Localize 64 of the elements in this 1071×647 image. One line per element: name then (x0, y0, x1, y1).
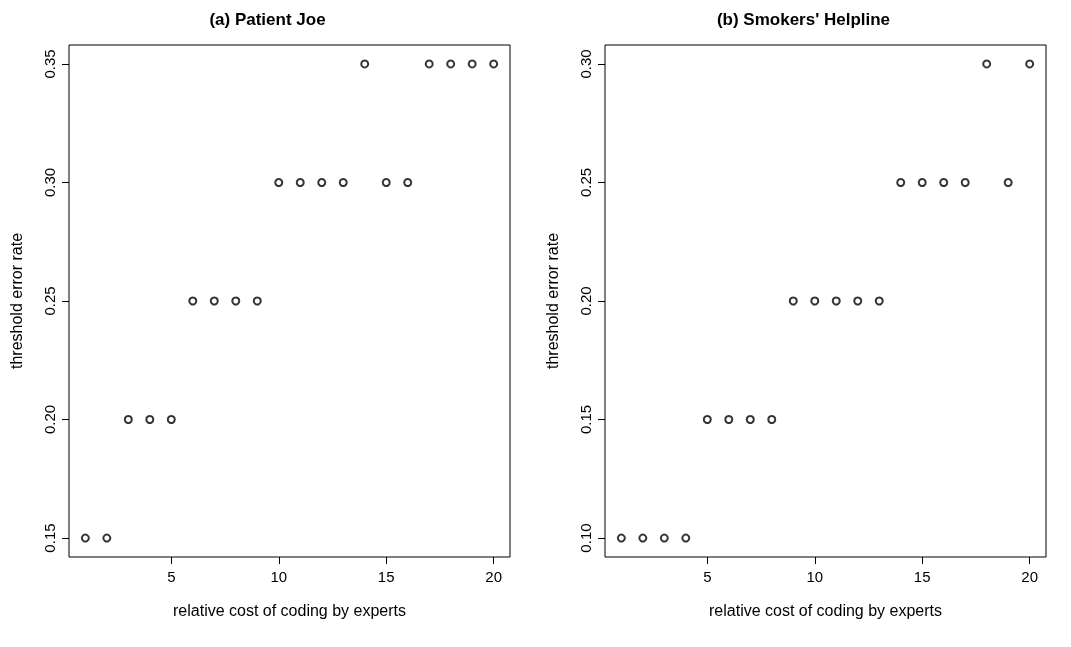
point (960, 177, 970, 187)
point (252, 296, 262, 306)
y-tick-label: 0.20 (577, 286, 594, 316)
y-tick-label: 0.20 (41, 404, 58, 435)
point (381, 177, 391, 187)
y-tick-label: 0.25 (577, 167, 594, 198)
x-tick-label: 20 (1021, 568, 1039, 585)
point (489, 59, 499, 69)
point (810, 296, 820, 306)
y-tick-label: 0.15 (577, 404, 594, 435)
point (145, 415, 155, 425)
point (467, 59, 477, 69)
point (853, 296, 863, 306)
point (724, 415, 734, 425)
point (767, 415, 777, 425)
point (917, 177, 927, 187)
x-tick-label: 20 (485, 568, 503, 585)
x-axis-title: relative cost of coding by experts (172, 601, 407, 619)
point (424, 59, 434, 69)
point (982, 59, 992, 69)
point (745, 415, 755, 425)
y-tick-label: 0.30 (577, 49, 594, 79)
y-tick-label: 0.10 (577, 523, 594, 553)
x-tick-label: 15 (377, 568, 395, 585)
point (209, 296, 219, 306)
point (166, 415, 176, 425)
point (831, 296, 841, 306)
x-tick-label: 5 (703, 568, 712, 585)
point (616, 533, 626, 543)
y-tick-label: 0.35 (41, 49, 58, 79)
point (188, 296, 198, 306)
x-tick-label: 10 (270, 568, 288, 585)
point (702, 415, 712, 425)
y-tick-label: 0.15 (41, 523, 58, 553)
point (681, 533, 691, 543)
point (317, 177, 327, 187)
y-tick-label: 0.25 (41, 286, 58, 316)
point (874, 296, 884, 306)
point (360, 59, 370, 69)
y-axis-title: threshold error rate (7, 232, 25, 370)
chart-title: (a) Patient Joe (209, 10, 326, 29)
x-tick-label: 10 (806, 568, 824, 585)
point (231, 296, 241, 306)
point (446, 59, 456, 69)
point (1003, 177, 1013, 187)
point (788, 296, 798, 306)
x-axis-title: relative cost of coding by experts (708, 601, 943, 619)
point (102, 533, 112, 543)
point (638, 533, 648, 543)
point (939, 177, 949, 187)
y-tick-label: 0.30 (41, 167, 58, 198)
point (338, 177, 348, 187)
point (295, 177, 305, 187)
point (659, 533, 669, 543)
point (80, 533, 90, 543)
x-tick-label: 15 (913, 568, 931, 585)
point (274, 177, 284, 187)
chart-title: (b) Smokers' Helpline (716, 10, 891, 29)
y-axis-title: threshold error rate (543, 232, 561, 370)
point (123, 415, 133, 425)
x-tick-label: 5 (167, 568, 176, 585)
point (896, 177, 906, 187)
point (403, 177, 413, 187)
point (1025, 59, 1035, 69)
